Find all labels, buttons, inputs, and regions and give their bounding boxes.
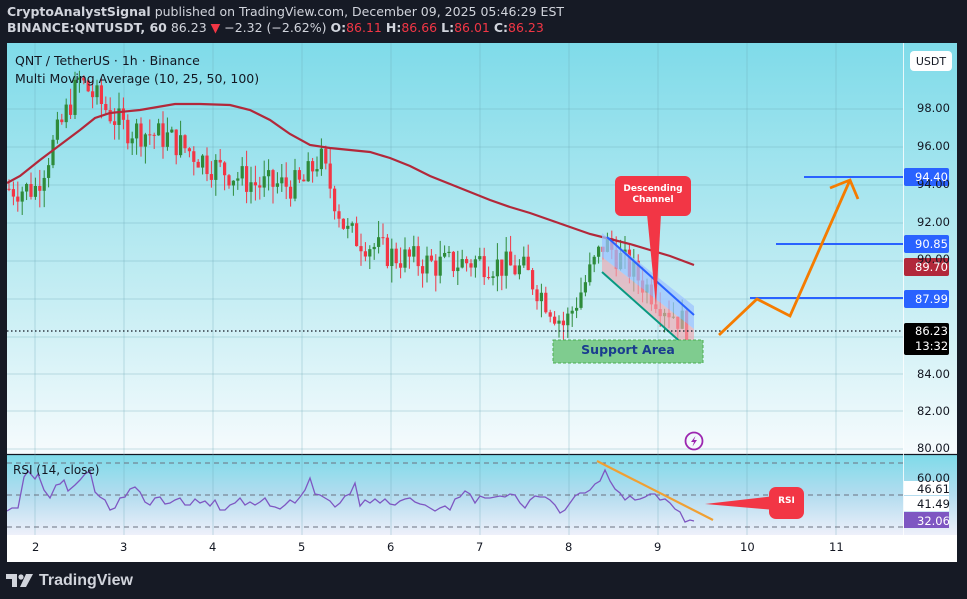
- lightning-icon-glyph: [691, 436, 697, 447]
- rsi-axis[interactable]: 60.00 46.61 41.49 32.06: [905, 455, 957, 535]
- time-axis-labels[interactable]: 2 3 4 5 6 7 8 9 10 11: [7, 540, 903, 556]
- price-tick: 84.00: [917, 367, 950, 381]
- last-price: 86.23: [170, 20, 207, 35]
- price-axis[interactable]: 98.00 96.00 94.00 92.00 90.00 84.00 82.0…: [905, 43, 957, 455]
- channel-callout-text: Descending Channel: [623, 184, 683, 205]
- time-tick: 8: [565, 540, 573, 554]
- time-tick: 6: [387, 540, 395, 554]
- tradingview-logo[interactable]: TradingView: [6, 572, 133, 590]
- ma-price-label: 89.70: [915, 260, 948, 274]
- rsi-tick: 60.00: [917, 471, 950, 485]
- time-axis[interactable]: [7, 535, 957, 562]
- publisher-name[interactable]: CryptoAnalystSignal: [7, 4, 151, 19]
- high-value: 86.66: [401, 20, 438, 35]
- rsi-label-lower: 41.49: [917, 497, 950, 511]
- rsi-callout-pointer: [705, 496, 775, 510]
- rsi-title[interactable]: RSI (14, close): [13, 463, 100, 477]
- current-price-label: 86.23: [915, 324, 948, 338]
- rsi-pane[interactable]: [7, 455, 957, 535]
- time-tick: 10: [740, 540, 755, 554]
- symbol-line: BINANCE:QNTUSDT, 60 86.23 ▼ −2.32 (−2.62…: [7, 20, 564, 36]
- channel-upper-line[interactable]: [606, 236, 695, 316]
- price-label-89-70-box: [904, 258, 949, 276]
- chart-frame[interactable]: QNT / TetherUS · 1h · Binance Multi Movi…: [7, 43, 957, 562]
- time-tick: 5: [298, 540, 306, 554]
- symbol: BINANCE:QNTUSDT, 60: [7, 20, 167, 35]
- open-value: 86.11: [346, 20, 382, 35]
- chart-title: QNT / TetherUS · 1h · Binance: [15, 53, 200, 68]
- rsi-label-current: 32.06: [917, 514, 950, 528]
- price-tick: 80.00: [917, 441, 950, 455]
- moving-average-line[interactable]: [7, 102, 695, 267]
- high-label: H:: [385, 20, 402, 35]
- channel-callout-pointer: [647, 214, 661, 306]
- rsi-label-current-box: [904, 512, 949, 528]
- close-label: C:: [493, 20, 509, 35]
- price-tick: 92.00: [917, 215, 950, 229]
- price-label-current-box: [904, 323, 949, 355]
- time-tick: 3: [120, 540, 128, 554]
- projection-path[interactable]: [718, 179, 852, 337]
- currency-button[interactable]: USDT: [910, 51, 952, 71]
- rsi-label-upper: 46.61: [917, 482, 950, 496]
- publish-info: published on TradingView.com, December 0…: [154, 4, 565, 19]
- channel-callout-box[interactable]: [615, 176, 691, 216]
- rsi-line[interactable]: [7, 468, 695, 523]
- price-change: −2.32 (−2.62%): [224, 20, 327, 35]
- projection-arrowhead: [829, 178, 860, 200]
- target-price-label: 87.99: [915, 292, 948, 306]
- chart-canvas[interactable]: [7, 43, 957, 562]
- price-label-94-40-box: [904, 168, 949, 186]
- rsi-trend-line[interactable]: [596, 460, 714, 521]
- support-area-label: Support Area: [581, 342, 675, 357]
- time-tick: 2: [32, 540, 40, 554]
- rsi-callout-box[interactable]: [769, 487, 804, 519]
- price-tick: 98.00: [917, 101, 950, 115]
- open-label: O:: [330, 20, 347, 35]
- down-arrow-icon: ▼: [210, 20, 221, 35]
- price-tick: 94.00: [917, 177, 950, 191]
- price-tick: 90.00: [917, 252, 950, 266]
- target-price-label: 90.85: [915, 237, 948, 251]
- channel-upper-fill: [602, 233, 694, 329]
- time-tick: 4: [209, 540, 217, 554]
- target-price-label: 94.40: [915, 170, 948, 184]
- rsi-callout-text: RSI: [778, 496, 795, 506]
- tradingview-brand: TradingView: [39, 572, 133, 589]
- rsi-label-upper-box: [904, 481, 949, 495]
- price-label-87-99-box: [904, 290, 949, 308]
- time-tick: 7: [476, 540, 484, 554]
- candle-countdown: 13:32: [915, 339, 949, 353]
- support-area[interactable]: [552, 339, 704, 364]
- price-tick: 82.00: [917, 404, 950, 418]
- price-label-90-85-box: [904, 235, 949, 253]
- lightning-icon[interactable]: [684, 431, 704, 451]
- time-tick: 11: [829, 540, 844, 554]
- rsi-label-lower-box: [904, 496, 949, 511]
- candlesticks[interactable]: [7, 70, 689, 346]
- time-tick: 9: [654, 540, 662, 554]
- indicator-title[interactable]: Multi Moving Average (10, 25, 50, 100): [15, 71, 260, 86]
- price-tick: 96.00: [917, 139, 950, 153]
- publisher-line: CryptoAnalystSignal published on Trading…: [7, 4, 564, 20]
- tradingview-logo-icon: [6, 574, 33, 587]
- low-label: L:: [441, 20, 455, 35]
- close-value: 86.23: [508, 20, 544, 35]
- price-pane[interactable]: [7, 43, 957, 454]
- publish-header: CryptoAnalystSignal published on Trading…: [7, 4, 564, 36]
- low-value: 86.01: [454, 20, 490, 35]
